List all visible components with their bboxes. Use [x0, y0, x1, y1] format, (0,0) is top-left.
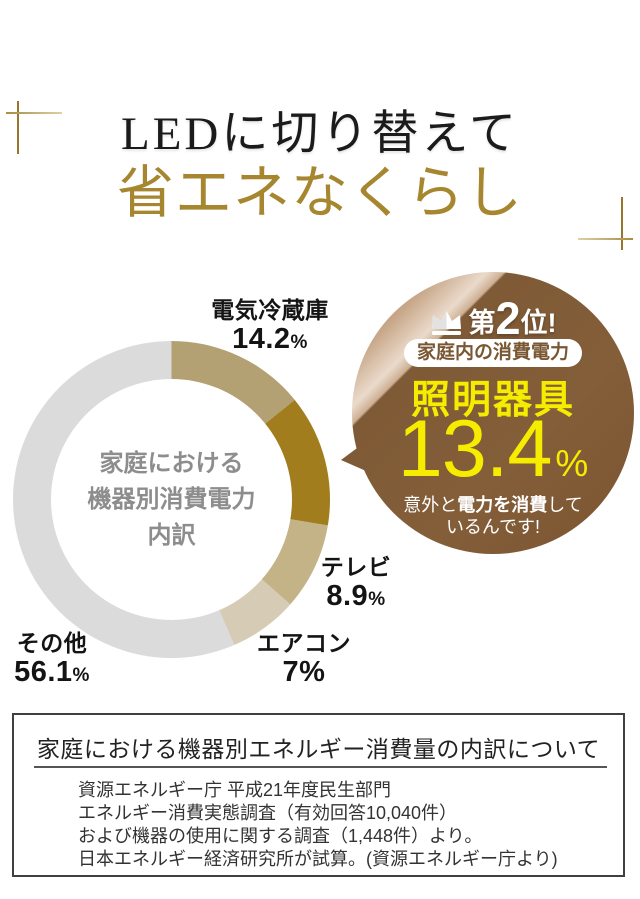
slice-value: 56.1% — [6, 657, 98, 691]
speech-bubble-lighting: 第 2 位! 家庭内の消費電力 照明器具 13.4 % 意外と電力を消費して いるん… — [352, 272, 634, 554]
slice-label-aircon: エアコン 7% — [253, 630, 355, 688]
consumption-badge: 家庭内の消費電力 — [403, 339, 583, 367]
source-line: および機器の使用に関する調査（1,448件）より。 — [78, 826, 483, 846]
slice-name: テレビ — [320, 554, 392, 580]
slice-name: その他 — [16, 630, 88, 656]
page-title-line2: 省エネなくらし — [117, 162, 523, 226]
donut-chart-center: 家庭における 機器別消費電力 内訳 — [51, 379, 292, 620]
caption-bold: 電力を消費 — [457, 495, 548, 515]
source-box-divider — [34, 766, 607, 768]
page-header: LEDに切り替えて 省エネなくらし — [0, 106, 640, 222]
slice-value-suffix: % — [368, 589, 386, 610]
slice-value: 7% — [253, 657, 355, 688]
corner-accent-line-top-left-horizontal — [6, 112, 62, 114]
source-line: エネルギー消費実態調査（有効回答10,040件） — [78, 803, 458, 823]
corner-accent-line-right-vertical — [621, 197, 623, 250]
caption-post: して — [547, 495, 583, 515]
source-box-title: 家庭における機器別エネルギー消費量の内訳について — [36, 736, 601, 762]
slice-value-number: 7 — [282, 656, 300, 688]
slice-value: 8.9% — [314, 581, 398, 615]
bubble-value-suffix: % — [555, 443, 589, 484]
bubble-caption: 意外と電力を消費して いるんです! — [352, 494, 634, 538]
slice-value-number: 56.1 — [14, 656, 73, 688]
crown-icon — [432, 311, 462, 335]
slice-label-refrigerator: 電気冷蔵庫 14.2% — [190, 297, 350, 358]
corner-accent-line-right-horizontal — [578, 238, 633, 240]
donut-chart: 家庭における 機器別消費電力 内訳 — [13, 341, 330, 658]
caption-pre: 意外と — [403, 495, 458, 515]
slice-value-number: 8.9 — [326, 580, 369, 612]
rank-row: 第 2 位! — [352, 293, 634, 344]
slice-value: 14.2% — [190, 324, 350, 358]
source-line: 資源エネルギー庁 平成21年度民生部門 — [78, 780, 392, 800]
bubble-value-number: 13.4 — [397, 404, 553, 494]
bubble-value-row: 13.4 % — [352, 406, 634, 492]
slice-label-others: その他 56.1% — [6, 630, 98, 691]
donut-center-label: 家庭における 機器別消費電力 内訳 — [88, 446, 256, 554]
donut-center-line1: 家庭における — [99, 449, 244, 477]
slice-value-suffix: % — [299, 656, 326, 688]
rank-number: 2 — [495, 293, 521, 344]
source-box-body: 資源エネルギー庁 平成21年度民生部門 エネルギー消費実態調査（有効回答10,0… — [78, 779, 613, 871]
source-line: 日本エネルギー経済研究所が試算。(資源エネルギー庁より) — [78, 849, 558, 869]
bubble-title-lighting: 照明器具 — [410, 379, 575, 422]
rank-prefix: 第 — [468, 308, 496, 338]
caption-line2: いるんです! — [445, 517, 541, 537]
slice-label-tv: テレビ 8.9% — [314, 554, 398, 615]
donut-center-line2: 機器別消費電力 — [87, 485, 256, 513]
slice-name: エアコン — [257, 630, 351, 656]
slice-name: 電気冷蔵庫 — [211, 297, 329, 323]
slice-value-suffix: % — [72, 665, 90, 686]
rank-suffix: 位! — [520, 308, 557, 338]
slice-value-number: 14.2 — [232, 323, 291, 355]
corner-accent-line-top-left-vertical — [17, 101, 19, 154]
page-title-line1: LEDに切り替えて — [120, 108, 519, 160]
donut-center-line3: 内訳 — [147, 521, 196, 549]
slice-value-suffix: % — [290, 332, 308, 353]
source-box: 家庭における機器別エネルギー消費量の内訳について 資源エネルギー庁 平成21年度… — [12, 713, 625, 877]
